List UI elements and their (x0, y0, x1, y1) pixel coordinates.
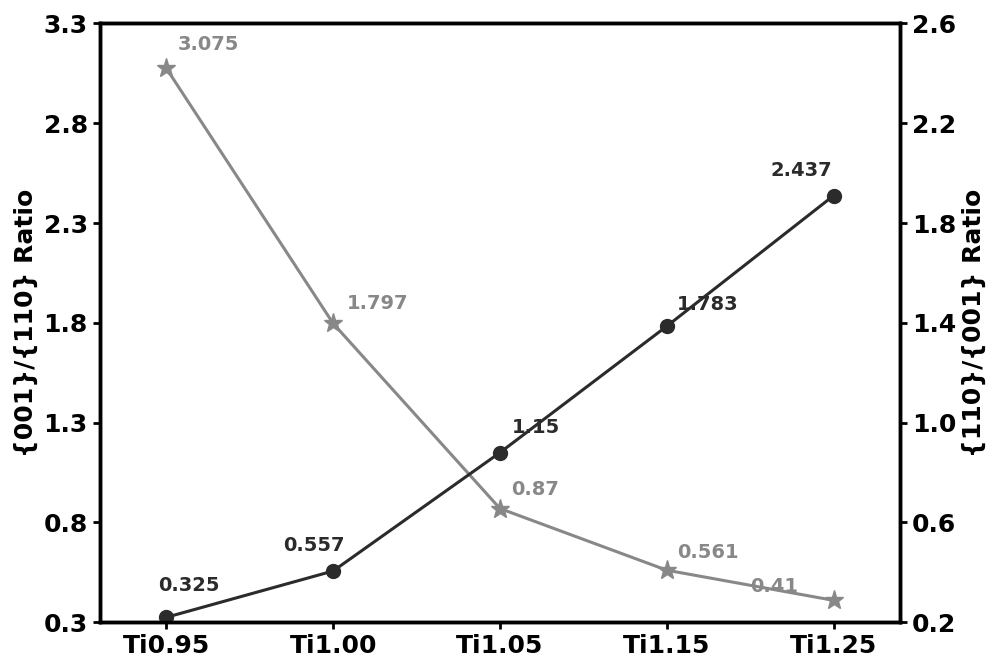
Text: 1.783: 1.783 (677, 295, 738, 314)
Text: 0.41: 0.41 (750, 577, 798, 596)
Text: 1.15: 1.15 (512, 418, 560, 437)
Text: 0.87: 0.87 (512, 480, 559, 499)
Text: 0.325: 0.325 (158, 577, 220, 595)
Text: 0.557: 0.557 (283, 536, 345, 555)
Text: 3.075: 3.075 (178, 36, 239, 54)
Text: 1.797: 1.797 (346, 294, 408, 313)
Y-axis label: {110}/{001} Ratio: {110}/{001} Ratio (962, 189, 986, 457)
Y-axis label: {001}/{110} Ratio: {001}/{110} Ratio (14, 189, 38, 457)
Text: 0.561: 0.561 (677, 543, 738, 562)
Text: 2.437: 2.437 (770, 161, 832, 179)
